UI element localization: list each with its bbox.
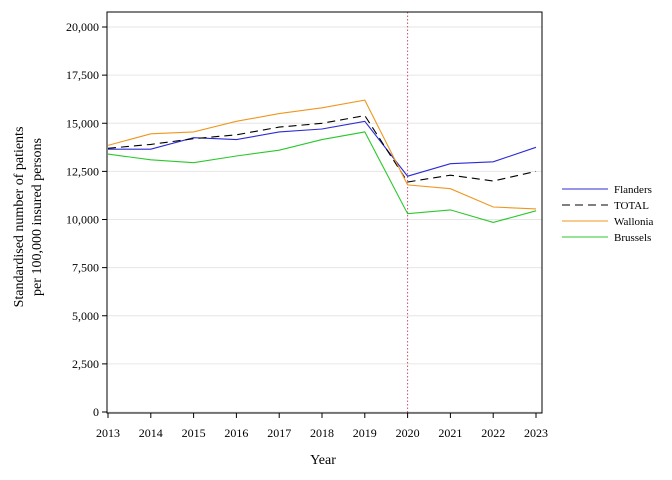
series-lines <box>107 99 537 223</box>
x-tick-label-2014: 2014 <box>139 426 163 440</box>
x-tick-label-2022: 2022 <box>481 426 505 440</box>
y-tick-label-15000: 15,000 <box>66 116 99 130</box>
y-axis-label-line-1: Standardised number of patients <box>12 127 27 308</box>
y-axis-ticks: 0 2,500 5,000 7,500 10,000 12,500 15,000 17,500… <box>66 20 107 419</box>
y-tick-label-17500: 17,500 <box>66 68 99 82</box>
series-line-flanders <box>108 120 537 177</box>
legend-label-brussels: Brussels <box>614 232 651 244</box>
y-axis-label-line-2: per 100,000 insured persons <box>30 138 45 296</box>
series-line-brussels <box>107 131 537 223</box>
y-tick-label-2500: 2,500 <box>72 357 99 371</box>
plot-frame <box>106 11 543 414</box>
x-tick-label-2015: 2015 <box>182 426 206 440</box>
x-tick-label-2023: 2023 <box>524 426 548 440</box>
x-tick-label-2020: 2020 <box>396 426 420 440</box>
x-tick-label-2017: 2017 <box>267 426 291 440</box>
legend: Flanders TOTAL Wallonia Brussels <box>562 184 654 244</box>
x-tick-label-2018: 2018 <box>310 426 334 440</box>
x-tick-label-2013: 2013 <box>96 426 120 440</box>
legend-label-total: TOTAL <box>614 200 649 212</box>
y-tick-label-0: 0 <box>93 405 99 419</box>
series-line-total <box>107 114 537 183</box>
series-line-wallonia <box>107 99 537 210</box>
y-tick-label-12500: 12,500 <box>66 164 99 178</box>
y-tick-label-20000: 20,000 <box>66 20 99 34</box>
x-axis-ticks: 2013 2014 2015 2016 2017 2018 2019 2020 2021 2022… <box>96 413 548 440</box>
x-axis-label: Year <box>310 453 336 468</box>
gridlines <box>107 26 542 413</box>
legend-label-flanders: Flanders <box>614 184 652 196</box>
y-tick-label-10000: 10,000 <box>66 213 99 227</box>
legend-label-wallonia: Wallonia <box>614 216 654 228</box>
y-tick-label-7500: 7,500 <box>72 261 99 275</box>
x-tick-label-2021: 2021 <box>438 426 462 440</box>
y-tick-label-5000: 5,000 <box>72 309 99 323</box>
x-tick-label-2019: 2019 <box>353 426 377 440</box>
x-tick-label-2016: 2016 <box>224 426 248 440</box>
